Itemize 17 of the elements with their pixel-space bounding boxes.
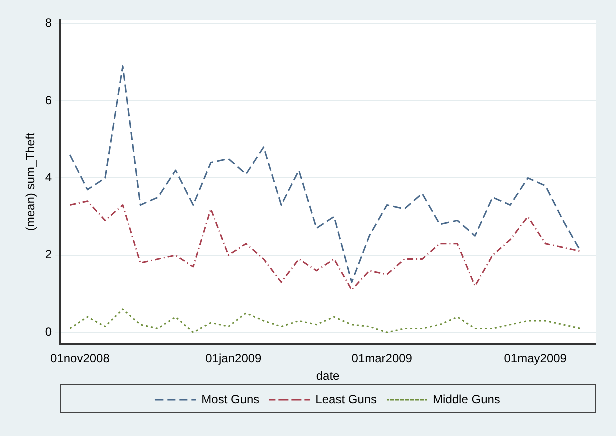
legend-label: Most Guns	[202, 392, 260, 406]
y-tick-label: 8	[45, 16, 52, 30]
y-tick-label: 2	[45, 248, 52, 262]
legend-label: Least Guns	[316, 392, 378, 406]
line-series	[69, 200, 582, 291]
legend-label: Middle Guns	[433, 392, 500, 406]
x-tick-label: 01jan2009	[206, 352, 262, 366]
x-axis-title: date	[316, 369, 340, 384]
y-tick-label: 0	[45, 324, 52, 339]
line-series	[69, 66, 582, 284]
y-tick-label: 6	[45, 93, 52, 108]
y-tick-label: 4	[45, 170, 52, 185]
x-tick-label: 01may2009	[504, 352, 568, 366]
y-axis-title: (mean) sum_Theft	[24, 132, 38, 232]
x-tick-label: 01nov2008	[50, 352, 110, 366]
line-series	[69, 308, 582, 334]
x-tick-label: 01mar2009	[352, 352, 413, 366]
